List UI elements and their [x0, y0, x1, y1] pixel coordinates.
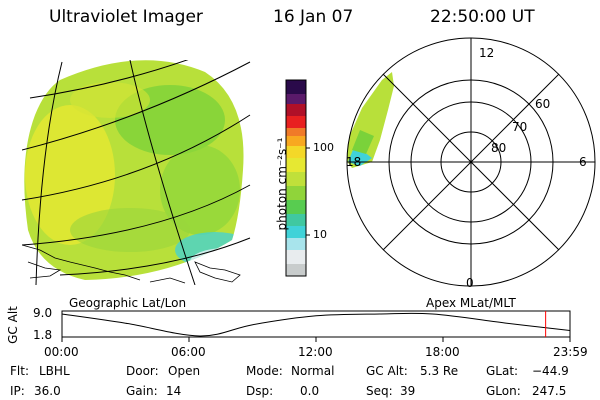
instrument-title: Ultraviolet Imager [49, 7, 203, 27]
colorbar-tick-10: 10 [313, 228, 327, 241]
orbit-ylabel: GC Alt [6, 306, 20, 344]
orbit-ytick-bottom: 1.8 [33, 328, 53, 342]
orbit-xtick-1200: 12:00 [298, 345, 333, 359]
apex-projection-label: Apex MLat/MLT [426, 296, 516, 310]
mlt-label-6: 6 [579, 155, 587, 169]
glat-value: −44.9 [532, 364, 569, 378]
glon-value: 247.5 [532, 384, 567, 398]
mlat-label-80: 80 [491, 141, 507, 155]
image-time: 22:50:00 UT [430, 7, 535, 27]
mlt-label-0: 0 [466, 276, 474, 290]
orbit-altitude-plot [61, 310, 571, 342]
mode-value: Normal [291, 364, 335, 378]
gc-alt-value: 5.3 Re [420, 364, 459, 378]
orbit-xtick-1800: 18:00 [425, 345, 460, 359]
image-date: 16 Jan 07 [273, 7, 354, 27]
door-label: Door: [126, 364, 159, 378]
ip-value: 36.0 [34, 384, 61, 398]
glat-label: GLat: [486, 364, 519, 378]
mode-label: Mode: [246, 364, 283, 378]
colorbar-tick-100: 100 [313, 141, 334, 154]
lat-lon-grid [22, 60, 251, 285]
coastline [22, 244, 241, 284]
mlat-label-70: 70 [512, 120, 528, 134]
polar-mlt-plot [346, 37, 596, 287]
dsp-value: 0.0 [300, 384, 320, 398]
mlat-label-60: 60 [535, 97, 551, 111]
mlt-label-12: 12 [479, 46, 495, 60]
orbit-ytick-top: 9.0 [33, 306, 53, 320]
dsp-label: Dsp: [246, 384, 274, 398]
ip-label: IP: [10, 384, 25, 398]
orbit-xtick-0000: 00:00 [44, 345, 79, 359]
geographic-projection-label: Geographic Lat/Lon [69, 296, 187, 310]
gain-value: 14 [166, 384, 182, 398]
seq-value: 39 [400, 384, 416, 398]
filter-label: Flt: [10, 364, 29, 378]
polar-emission [347, 72, 394, 168]
gain-label: Gain: [126, 384, 158, 398]
filter-value: LBHL [39, 364, 70, 378]
colorbar-unit-label: photon cm⁻²s⁻¹ [275, 137, 289, 231]
orbit-xtick-0600: 06:00 [171, 345, 206, 359]
orbit-altitude-line [61, 312, 571, 337]
seq-label: Seq: [366, 384, 393, 398]
orbit-xtick-2359: 23:59 [553, 345, 588, 359]
colorbar [285, 79, 310, 277]
gc-alt-label: GC Alt: [366, 364, 408, 378]
door-value: Open [168, 364, 201, 378]
mlt-label-18: 18 [346, 155, 362, 169]
glon-label: GLon: [486, 384, 521, 398]
